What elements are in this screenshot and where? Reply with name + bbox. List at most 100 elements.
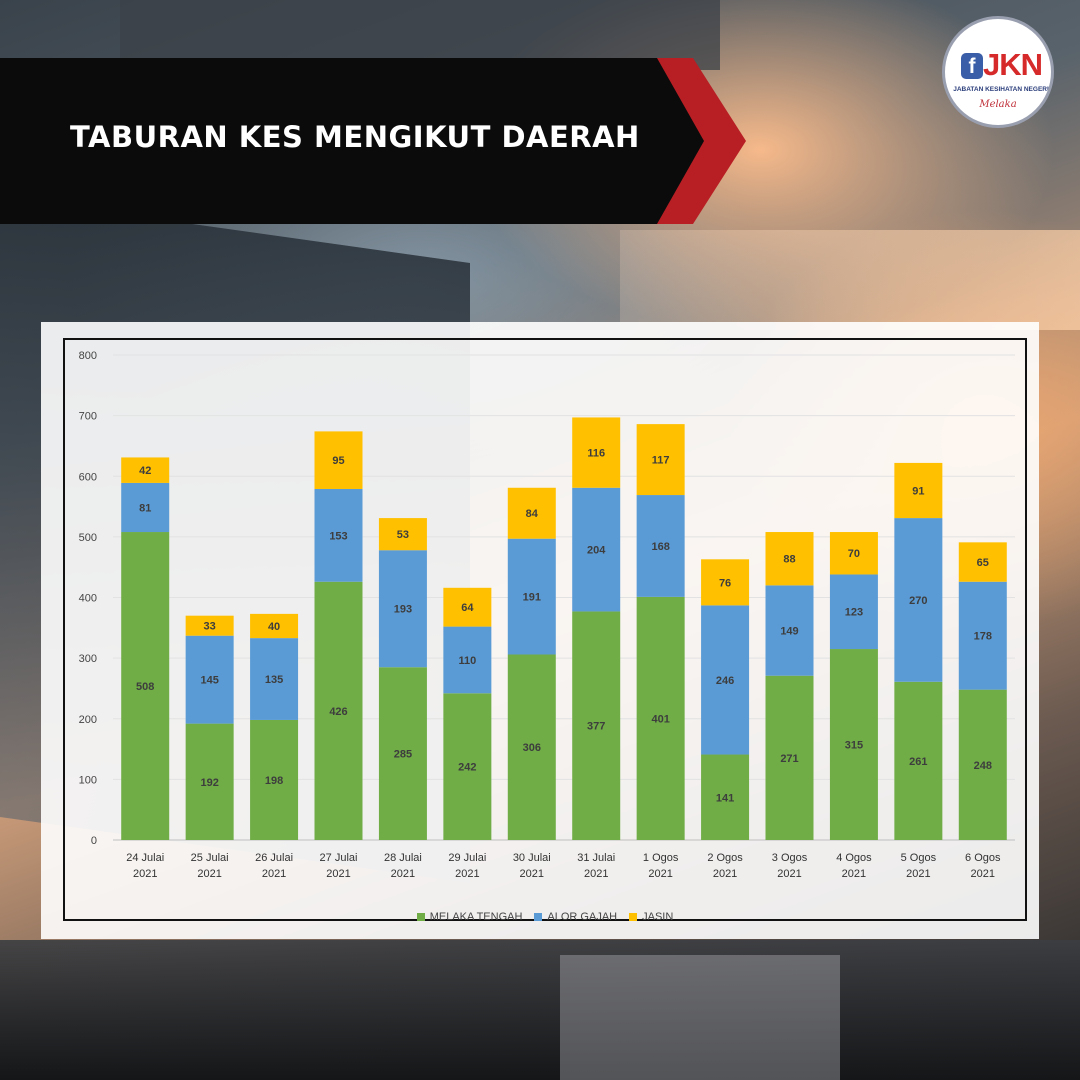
bar-segment [958, 542, 1007, 582]
background-glare [620, 230, 1080, 330]
background-bottom-panel [560, 955, 840, 1080]
bar-segment [701, 559, 750, 606]
data-label: 271 [780, 753, 798, 765]
bar-segment [443, 693, 492, 840]
x-tick-label-year: 2021 [455, 868, 479, 880]
x-tick-label: 3 Ogos [772, 852, 808, 864]
bar-segment [121, 482, 170, 533]
data-label: 204 [587, 545, 606, 557]
bar-segment [765, 675, 814, 840]
chart-legend: MELAKA TENGAH ALOR GAJAH JASIN [65, 911, 1025, 923]
data-label: 76 [719, 577, 731, 589]
bar-segment [378, 550, 427, 668]
x-tick-label: 25 Julai [191, 852, 229, 864]
bar-segment [185, 723, 234, 840]
x-tick-label: 24 Julai [126, 852, 164, 864]
bar-segment [894, 462, 943, 519]
x-tick-label-year: 2021 [648, 868, 672, 880]
data-label: 110 [458, 655, 476, 667]
y-tick-label: 700 [79, 411, 97, 423]
bar-segment [250, 719, 299, 840]
chart-frame: 0 100 200 300 400 500 600 700 800 508 81 42 24 Julai… [63, 338, 1027, 923]
data-label: 191 [523, 592, 541, 604]
data-label: 306 [523, 742, 541, 754]
data-label: 377 [587, 721, 605, 733]
bar-segment [829, 649, 878, 840]
legend-item: JASIN [629, 911, 673, 923]
data-label: 261 [909, 756, 927, 768]
y-tick-label: 300 [79, 653, 97, 665]
x-tick-label: 27 Julai [320, 852, 358, 864]
x-tick-label: 26 Julai [255, 852, 293, 864]
page-title: TABURAN KES MENGIKUT DAERAH [70, 120, 640, 154]
bar-segment [443, 587, 492, 627]
data-label: 117 [652, 455, 670, 467]
x-tick-label-year: 2021 [133, 868, 157, 880]
bar-segment [121, 457, 170, 483]
logo-f-mark: f [961, 53, 983, 79]
data-label: 84 [526, 508, 539, 520]
x-tick-label-year: 2021 [520, 868, 544, 880]
banner-black-band [0, 58, 704, 224]
bar-segment [250, 613, 299, 639]
x-tick-label-year: 2021 [971, 868, 995, 880]
data-label: 116 [587, 448, 605, 460]
data-label: 70 [848, 548, 860, 560]
x-tick-label: 1 Ogos [643, 852, 679, 864]
y-tick-label: 500 [79, 532, 97, 544]
logo-script: Melaka [979, 99, 1017, 110]
y-tick-label: 200 [79, 714, 97, 726]
legend-swatch [629, 913, 638, 922]
bar-segment [765, 532, 814, 586]
data-label: 198 [265, 775, 283, 787]
legend-swatch [534, 913, 543, 922]
legend-label: JASIN [642, 911, 674, 923]
bar-segment [185, 615, 234, 636]
y-tick-label: 600 [79, 471, 97, 483]
data-label: 168 [651, 541, 669, 553]
bar-segment [507, 487, 556, 539]
bar-segment [572, 611, 621, 840]
data-label: 315 [845, 740, 863, 752]
legend-swatch [416, 913, 425, 922]
legend-item: ALOR GAJAH [534, 911, 617, 923]
bar-segment [185, 635, 234, 724]
x-tick-label-year: 2021 [842, 868, 866, 880]
stacked-bar-chart: 0 100 200 300 400 500 600 700 800 508 81 42 24 Julai… [79, 350, 1015, 880]
data-label: 145 [200, 675, 218, 687]
data-label: 141 [716, 792, 734, 804]
x-tick-label-year: 2021 [391, 868, 415, 880]
title-banner [0, 58, 746, 224]
data-label: 53 [397, 529, 409, 541]
bar-segment [958, 581, 1007, 690]
data-label: 426 [329, 706, 347, 718]
data-label: 153 [329, 530, 347, 542]
bar-segment [829, 532, 878, 575]
bar-segment [121, 532, 170, 840]
bar-segment [314, 581, 363, 840]
bar-segment [636, 424, 685, 496]
legend-label: MELAKA TENGAH [429, 911, 523, 923]
x-tick-label: 4 Ogos [836, 852, 872, 864]
x-tick-label-year: 2021 [584, 868, 608, 880]
bar-segment [829, 574, 878, 650]
y-tick-label: 100 [79, 774, 97, 786]
x-tick-label: 30 Julai [513, 852, 551, 864]
x-tick-label: 28 Julai [384, 852, 422, 864]
data-label: 248 [974, 760, 992, 772]
y-tick-label: 0 [91, 835, 97, 847]
bar-segment [958, 689, 1007, 840]
legend-item: MELAKA TENGAH [416, 911, 523, 923]
bar-segment [250, 638, 299, 720]
y-tick-label: 400 [79, 593, 97, 605]
bar-segment [572, 487, 621, 612]
data-label: 246 [716, 675, 734, 687]
bar-segment [443, 626, 492, 694]
data-label: 81 [139, 502, 151, 514]
bar-segment [314, 488, 363, 582]
bar-segment [636, 596, 685, 840]
bar-segment [701, 754, 750, 840]
x-tick-label-year: 2021 [262, 868, 286, 880]
jkn-logo: f JKN JABATAN KESIHATAN NEGERI Melaka [942, 16, 1054, 128]
bar-segment [378, 667, 427, 840]
